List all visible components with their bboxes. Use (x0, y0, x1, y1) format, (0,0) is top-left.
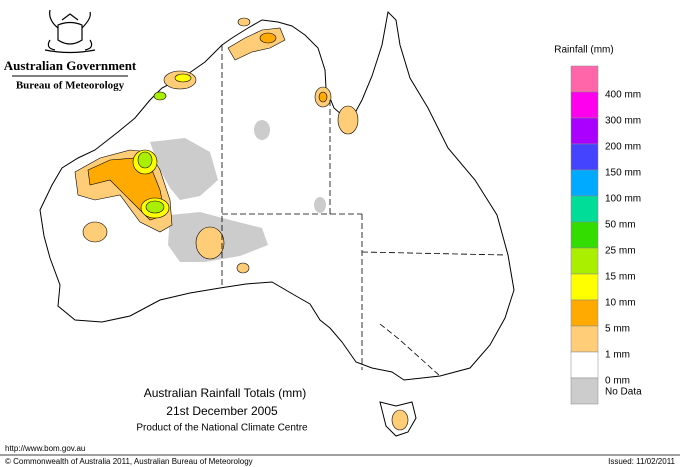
legend-swatch (570, 65, 599, 93)
legend-label: 200 mm (605, 142, 641, 153)
title-product: Product of the National Climate Centre (136, 423, 308, 434)
state-borders (221, 45, 506, 377)
legend-swatch (570, 143, 599, 171)
legend-label: No Data (605, 387, 642, 398)
legend: 400 mm 300 mm 200 mm 150 mm 100 mm 50 mm 25 mm… (570, 65, 642, 405)
footer-copyright: © Commonwealth of Australia 2011, Austra… (5, 457, 253, 466)
legend-swatch (570, 117, 599, 145)
mainland (39, 10, 515, 381)
legend-label: 100 mm (605, 194, 641, 205)
legend-swatch (570, 247, 599, 275)
legend-swatch (570, 169, 599, 197)
footer-issued: Issued: 11/02/2011 (608, 457, 675, 466)
legend-label: 15 mm (605, 272, 636, 283)
legend-swatch (570, 273, 599, 301)
legend-swatch (570, 91, 599, 119)
legend-label: 10 mm (605, 298, 636, 309)
legend-swatch (570, 195, 599, 223)
legend-label: 1 mm (605, 350, 630, 361)
title-line: Australian Rainfall Totals (mm) (144, 386, 307, 400)
legend-swatch (570, 221, 599, 249)
legend-swatch (570, 299, 599, 327)
legend-label: 0 mm (605, 376, 630, 387)
legend-swatch (570, 325, 599, 353)
title-date: 21st December 2005 (166, 404, 278, 418)
legend-swatch (570, 351, 599, 379)
legend-title: Rainfall (mm) (554, 45, 613, 56)
rain-areas (74, 17, 409, 431)
gov-name: Australian Government (4, 58, 137, 73)
legend-swatch (570, 377, 599, 405)
crest (44, 9, 96, 54)
legend-label: 300 mm (605, 116, 641, 127)
agency-name: Bureau of Meteorology (16, 80, 125, 92)
legend-label: 50 mm (605, 220, 636, 231)
legend-label: 5 mm (605, 324, 630, 335)
legend-label: 150 mm (605, 168, 641, 179)
legend-label: 400 mm (605, 90, 641, 101)
legend-label: 25 mm (605, 246, 636, 257)
footer-url: http://www.bom.gov.au (5, 444, 85, 453)
